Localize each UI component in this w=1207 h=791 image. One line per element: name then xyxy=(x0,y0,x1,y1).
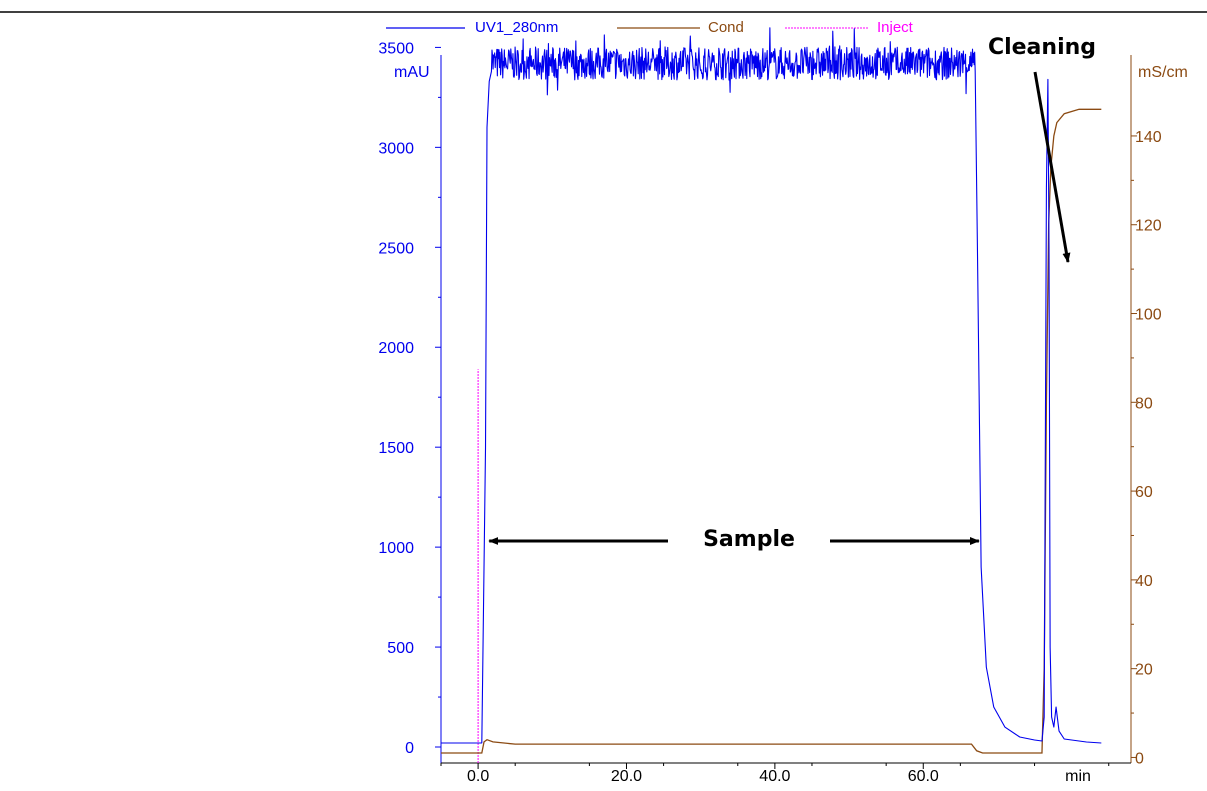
cleaning-annotation: Cleaning xyxy=(988,35,1096,60)
x-tick-label: 0.0 xyxy=(467,768,489,785)
right-tick-label: 120 xyxy=(1135,218,1162,235)
legend: UV1_280nm Cond Inject xyxy=(386,19,914,36)
x-tick-label: 60.0 xyxy=(908,768,939,785)
x-tick-label: 20.0 xyxy=(611,768,642,785)
left-tick-label: 2500 xyxy=(378,240,414,257)
x-tick-label: 40.0 xyxy=(759,768,790,785)
legend-uv-label: UV1_280nm xyxy=(475,19,558,36)
cleaning-arrow xyxy=(1033,71,1071,263)
right-tick-label: 80 xyxy=(1135,395,1153,412)
right-axis-unit-label: mS/cm xyxy=(1138,64,1188,81)
right-axis-ticks: 0 20 40 60 80 100 120 140 xyxy=(1131,129,1162,767)
left-tick-label: 1500 xyxy=(378,440,414,457)
x-axis-ticks: 0.0 20.0 40.0 60.0 xyxy=(440,763,1110,785)
left-axis-ticks: 0 500 1000 1500 2000 2500 3000 3500 xyxy=(378,40,441,757)
right-tick-label: 20 xyxy=(1135,662,1153,679)
left-tick-label: 2000 xyxy=(378,340,414,357)
right-tick-label: 0 xyxy=(1135,750,1144,767)
legend-inject-label: Inject xyxy=(877,19,914,36)
right-tick-label: 40 xyxy=(1135,573,1153,590)
right-tick-label: 60 xyxy=(1135,484,1153,501)
left-tick-label: 0 xyxy=(405,740,414,757)
right-tick-label: 140 xyxy=(1135,129,1162,146)
left-tick-label: 1000 xyxy=(378,540,414,557)
legend-cond-label: Cond xyxy=(708,19,744,36)
series-cond-line xyxy=(441,108,1102,754)
left-tick-label: 3500 xyxy=(378,40,414,57)
sample-annotation: Sample xyxy=(703,527,795,552)
series-uv-line xyxy=(441,27,1102,744)
left-axis-unit-label: mAU xyxy=(394,64,430,81)
left-tick-label: 3000 xyxy=(378,140,414,157)
annotations: Sample Cleaning xyxy=(488,35,1096,552)
x-axis-unit-label: min xyxy=(1065,768,1091,785)
right-tick-label: 100 xyxy=(1135,307,1162,324)
left-tick-label: 500 xyxy=(387,640,414,657)
